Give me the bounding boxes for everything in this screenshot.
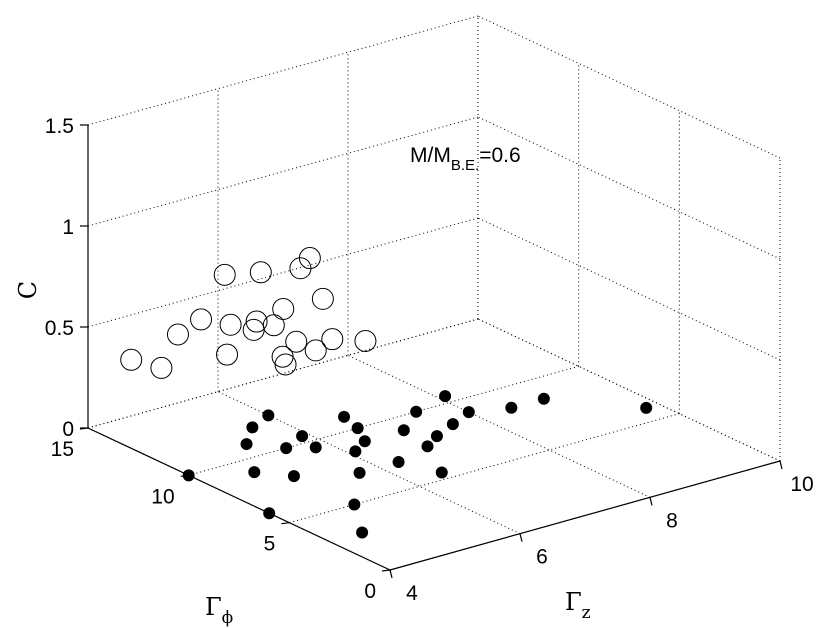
x-axis-label: Γz bbox=[565, 588, 591, 623]
grid-lines bbox=[87, 15, 781, 571]
filled-circle-point bbox=[263, 507, 276, 520]
x-tick-mark bbox=[389, 569, 393, 579]
x-tick-label: 4 bbox=[406, 582, 418, 605]
open-circle-point bbox=[311, 287, 334, 310]
z-tick-label: 1.5 bbox=[45, 115, 74, 138]
mass-ratio-annotation: M/MB.E.=0.6 bbox=[410, 144, 521, 174]
filled-circle-point bbox=[462, 406, 475, 419]
filled-circle-point bbox=[430, 430, 443, 443]
x-axis-label-main: Γ bbox=[565, 588, 582, 616]
back-wall-grid-horizontal bbox=[87, 116, 479, 227]
floor-grid-line-y bbox=[188, 365, 579, 476]
filled-circle-point bbox=[351, 422, 364, 435]
x-tick-label: 10 bbox=[790, 473, 813, 496]
filled-circle-point bbox=[182, 469, 195, 482]
side-wall-grid-horizontal bbox=[477, 116, 781, 260]
filled-circle-point bbox=[309, 441, 322, 454]
open-circle-point bbox=[150, 356, 173, 379]
floor-grid-line-x bbox=[477, 318, 781, 462]
side-wall-grid-horizontal bbox=[477, 15, 781, 159]
open-circle-point bbox=[216, 343, 239, 366]
filled-circle-point bbox=[640, 401, 653, 414]
open-circle-point bbox=[272, 297, 295, 320]
back-wall-grid-horizontal bbox=[87, 15, 479, 126]
filled-circle-point bbox=[392, 455, 405, 468]
open-circle-point bbox=[190, 308, 213, 331]
z-tick-label: 0.5 bbox=[45, 317, 74, 340]
x-tick-mark bbox=[779, 460, 783, 470]
y-tick-label: 10 bbox=[151, 485, 174, 508]
open-circle-point bbox=[274, 353, 297, 376]
side-wall-grid-horizontal bbox=[477, 318, 781, 462]
filled-circle-point bbox=[353, 466, 366, 479]
x-axis-line bbox=[389, 460, 781, 571]
open-circle-point bbox=[166, 323, 189, 346]
open-circle-point bbox=[245, 310, 268, 333]
filled-circle-point bbox=[397, 424, 410, 437]
y-tick-label: 15 bbox=[51, 438, 74, 461]
open-circle-point bbox=[285, 330, 308, 353]
open-circle-point bbox=[213, 263, 236, 286]
annotation-main: M/M bbox=[410, 144, 451, 167]
y-tick-mark bbox=[281, 522, 290, 525]
filled-circle-point bbox=[349, 445, 362, 458]
open-circle-point bbox=[354, 329, 377, 352]
filled-circle-point bbox=[537, 392, 550, 405]
filled-circle-point bbox=[435, 466, 448, 479]
filled-circle-point bbox=[505, 401, 518, 414]
filled-circle-point bbox=[296, 430, 309, 443]
open-circle-point bbox=[298, 247, 321, 270]
back-wall-grid-horizontal bbox=[87, 217, 479, 328]
filled-circle-point bbox=[421, 440, 434, 453]
open-circle-point bbox=[321, 328, 344, 351]
x-axis-label-sub: z bbox=[582, 603, 591, 623]
x-tick-label: 8 bbox=[666, 509, 678, 532]
filled-circle-point bbox=[358, 435, 371, 448]
side-wall-grid-horizontal bbox=[477, 217, 781, 361]
filled-circle-point bbox=[338, 410, 351, 423]
y-axis-label-sub: ϕ bbox=[222, 608, 234, 628]
z-tick-label: 1 bbox=[62, 216, 74, 239]
z-axis-label: C bbox=[14, 281, 42, 299]
filled-circle-point bbox=[446, 418, 459, 431]
x-tick-label: 6 bbox=[536, 546, 548, 569]
filled-circle-point bbox=[262, 409, 275, 422]
y-tick-label: 0 bbox=[364, 580, 376, 603]
filled-circle-point bbox=[246, 421, 259, 434]
open-circle-point bbox=[219, 313, 242, 336]
y-axis-label-main: Γ bbox=[205, 593, 222, 621]
y-axis-line bbox=[87, 427, 391, 571]
data-points bbox=[120, 247, 653, 539]
floor-grid-line-x bbox=[347, 354, 651, 498]
filled-circle-point bbox=[240, 438, 253, 451]
axes bbox=[79, 124, 783, 579]
open-circle-point bbox=[249, 261, 272, 284]
x-tick-mark bbox=[649, 497, 653, 506]
filled-circle-point bbox=[287, 470, 300, 483]
filled-circle-point bbox=[280, 442, 293, 455]
y-axis-label: Γϕ bbox=[205, 593, 233, 628]
filled-circle-point bbox=[439, 390, 452, 403]
annotation-sub: B.E. bbox=[451, 157, 479, 174]
filled-circle-point bbox=[248, 466, 261, 479]
z-tick-label: 0 bbox=[62, 418, 74, 441]
annotation-suffix: =0.6 bbox=[479, 144, 520, 167]
filled-circle-point bbox=[410, 405, 423, 418]
open-circle-point bbox=[120, 348, 143, 371]
filled-circle-point bbox=[348, 498, 361, 511]
floor-grid-line-y bbox=[289, 413, 680, 524]
open-circle-point bbox=[304, 339, 327, 362]
x-tick-mark bbox=[519, 533, 523, 542]
y-tick-label: 5 bbox=[264, 533, 276, 556]
filled-circle-point bbox=[356, 526, 369, 539]
y-tick-mark bbox=[381, 569, 391, 572]
open-circle-point bbox=[262, 314, 285, 337]
